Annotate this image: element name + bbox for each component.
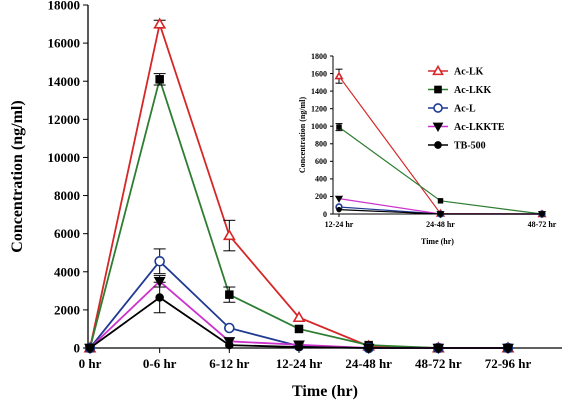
legend-swatch-marker: [433, 103, 443, 113]
y-tick-label: 1400: [311, 87, 327, 96]
y-tick-label: 6000: [54, 226, 80, 241]
data-point: [85, 343, 95, 353]
legend-label: Ac-LK: [454, 67, 484, 78]
x-axis-title: Time (hr): [292, 383, 358, 400]
x-tick-label: 72-96 hr: [485, 356, 532, 371]
x-tick-label: 12-24 hr: [276, 356, 323, 371]
data-point: [437, 198, 444, 204]
y-tick-label: 400: [315, 175, 327, 184]
legend-swatch-marker: [434, 85, 442, 94]
legend-label: Ac-LKKTE: [454, 122, 505, 133]
data-point: [334, 71, 344, 80]
data-point: [364, 343, 373, 353]
series-TB-500: [336, 206, 545, 217]
y-axis-title: Concentration (ng/ml): [9, 100, 26, 252]
data-point: [336, 124, 342, 130]
data-point: [225, 340, 234, 350]
series-Ac-L: [84, 248, 514, 354]
y-tick-label: 1000: [311, 122, 327, 131]
data-point: [225, 290, 234, 299]
legend-label: TB-500: [454, 141, 486, 152]
y-tick-label: 16000: [48, 36, 81, 51]
data-point: [503, 343, 513, 353]
series-TB-500: [85, 281, 513, 353]
y-tick-label: 4000: [54, 264, 80, 279]
y-tick-label: 0: [74, 341, 81, 356]
data-point: [155, 75, 164, 84]
legend-item: Ac-L: [428, 103, 476, 115]
y-tick-label: 1800: [311, 52, 327, 61]
y-tick-label: 10000: [48, 150, 81, 165]
x-tick-label: 24-48 hr: [426, 220, 455, 229]
main-chart: 0200040006000800010000120001400016000180…: [9, 0, 562, 400]
legend-item: Ac-LKK: [428, 85, 491, 96]
y-tick-label: 800: [315, 140, 327, 149]
y-tick-label: 200: [315, 192, 327, 201]
inset-chart: 0 200 400 600 800 1000 1200 1400 1600 1800 12-24 h…: [298, 52, 557, 246]
legend-item: Ac-LK: [428, 64, 484, 78]
data-point: [434, 343, 443, 353]
y-tick-label: 0: [323, 210, 327, 219]
x-tick-label: 12-24 hr: [325, 220, 354, 229]
y-axis-title: Concentration (ng/ml): [298, 97, 307, 174]
y-tick-label: 2000: [54, 302, 80, 317]
legend-swatch-marker: [434, 141, 442, 149]
data-point: [224, 322, 235, 334]
legend-label: Ac-LKK: [454, 85, 491, 96]
x-tick-label: 24-48 hr: [345, 356, 392, 371]
legend: Ac-LK Ac-LKK Ac-L Ac-LKKTE TB-500: [428, 64, 505, 152]
x-tick-label: 48-72 hr: [528, 220, 557, 229]
y-tick-label: 14000: [48, 74, 81, 89]
x-tick-label: 0 hr: [79, 356, 102, 371]
y-tick-label: 8000: [54, 188, 80, 203]
legend-swatch-marker: [432, 122, 444, 133]
data-point: [153, 17, 167, 29]
data-point: [155, 293, 164, 302]
x-tick-label: 6-12 hr: [209, 356, 249, 371]
series-line: [89, 20, 508, 349]
data-point: [336, 206, 342, 213]
y-tick-label: 18000: [48, 0, 81, 13]
y-tick-label: 12000: [48, 112, 81, 127]
data-point: [292, 310, 306, 323]
x-tick-label: 0-6 hr: [143, 356, 177, 371]
data-point: [539, 211, 545, 217]
legend-swatch-marker: [432, 64, 444, 76]
data-point: [154, 255, 165, 267]
series-line: [89, 259, 508, 349]
y-tick-label: 600: [315, 157, 327, 166]
y-tick-label: 1600: [311, 69, 327, 78]
x-axis-title: Time (hr): [421, 237, 454, 246]
series-line: [89, 296, 508, 349]
legend-item: Ac-LKKTE: [428, 122, 505, 133]
x-tick-label: 48-72 hr: [415, 356, 462, 371]
data-point: [437, 211, 444, 217]
legend-label: Ac-L: [454, 104, 476, 115]
y-tick-label: 1200: [311, 104, 327, 113]
legend-item: TB-500: [428, 141, 486, 152]
series-Ac-LK: [83, 17, 515, 353]
data-point: [334, 195, 344, 203]
data-point: [294, 342, 304, 352]
data-point: [294, 324, 304, 334]
data-point: [222, 228, 236, 241]
